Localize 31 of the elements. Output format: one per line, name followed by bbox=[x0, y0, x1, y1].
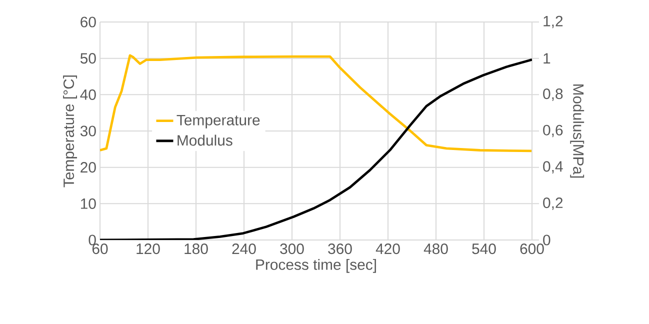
x-tick-label: 180 bbox=[184, 244, 208, 254]
x-tick-label: 60 bbox=[92, 244, 108, 254]
y2-tick-label: 1,2 bbox=[544, 16, 563, 28]
y2-tick-label: 0,8 bbox=[543, 88, 563, 101]
y-tick-label: 20 bbox=[80, 162, 96, 173]
y-tick-label: 60 bbox=[80, 16, 96, 28]
y-tick-label: 50 bbox=[80, 53, 96, 64]
x-tick-label: 240 bbox=[232, 244, 256, 254]
y-tick-label: 10 bbox=[81, 198, 96, 209]
legend-label: Temperature bbox=[176, 114, 260, 128]
x-tick-label: 120 bbox=[136, 244, 160, 254]
x-tick-label: 420 bbox=[376, 244, 400, 254]
x-tick-label: 600 bbox=[520, 244, 544, 254]
line-series bbox=[100, 58, 532, 240]
x-tick-label: 480 bbox=[424, 244, 448, 254]
x-tick-label: 540 bbox=[472, 244, 496, 254]
x-tick-label: 300 bbox=[280, 244, 304, 254]
y-tick-label: 40 bbox=[80, 89, 96, 100]
legend-label: Modulus bbox=[178, 134, 232, 146]
y2-axis-title: Modulus[MPa] bbox=[570, 84, 584, 178]
line-series bbox=[100, 54, 532, 152]
y2-tick-label: 0,2 bbox=[543, 197, 563, 210]
y2-tick-label: 0,4 bbox=[543, 161, 563, 174]
y2-tick-label: 1 bbox=[544, 53, 550, 64]
y-tick-label: 30 bbox=[80, 126, 96, 136]
y-tick-label: 0 bbox=[88, 234, 96, 246]
x-tick-label: 360 bbox=[328, 244, 352, 254]
y2-tick-label: 0,6 bbox=[543, 124, 563, 138]
y2-tick-label: 0 bbox=[543, 234, 550, 246]
y-axis-title: Temperature [°C] bbox=[63, 76, 78, 188]
x-axis-title: Process time [sec] bbox=[256, 258, 376, 273]
